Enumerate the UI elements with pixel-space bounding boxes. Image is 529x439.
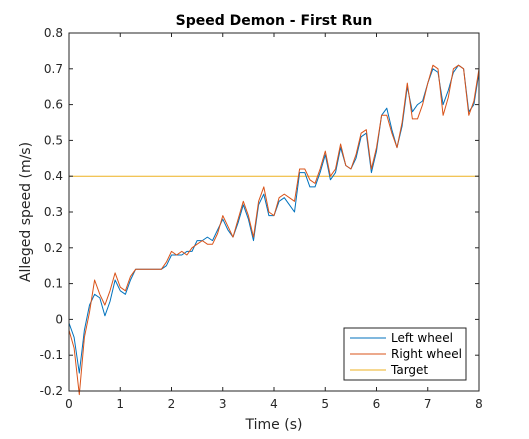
y-tick-label: 0.4 (44, 169, 63, 183)
tick-layer: 0 1 2 3 4 5 6 7 8 -0.2 -0.1 0 0.1 0.2 0.3 0.4 0.5 0.6 0.7 0… (40, 26, 483, 411)
x-tick-label: 4 (270, 397, 278, 411)
legend-label-left-wheel: Left wheel (391, 331, 453, 345)
legend-label-target: Target (390, 363, 428, 377)
x-tick-label: 1 (116, 397, 124, 411)
legend-entries: Left wheel Right wheel Target (350, 331, 462, 377)
x-tick-label: 7 (424, 397, 432, 411)
x-tick-label: 6 (373, 397, 381, 411)
legend-label-right-wheel: Right wheel (391, 347, 462, 361)
x-tick-label: 0 (65, 397, 73, 411)
x-tick-label: 2 (168, 397, 176, 411)
y-tick-label: 0 (55, 312, 63, 326)
y-tick-label: -0.1 (40, 348, 63, 362)
y-axis-label: Alleged speed (m/s) (18, 142, 34, 282)
y-tick-label: 0.1 (44, 277, 63, 291)
x-tick-label: 8 (475, 397, 483, 411)
series-line-right-wheel (68, 64, 480, 396)
y-tick-label: 0.5 (44, 133, 63, 147)
y-tick-label: 0.2 (44, 241, 63, 255)
y-tick-label: -0.2 (40, 384, 63, 398)
y-tick-label: 0.6 (44, 98, 63, 112)
chart-title: Speed Demon - First Run (176, 13, 373, 29)
x-axis-label: Time (s) (245, 417, 303, 433)
x-tick-label: 5 (321, 397, 329, 411)
series-layer (68, 64, 480, 396)
x-tick-label: 3 (219, 397, 227, 411)
y-tick-label: 0.7 (44, 62, 63, 76)
y-tick-label: 0.3 (44, 205, 63, 219)
y-tick-label: 0.8 (44, 26, 63, 40)
axes-box (68, 32, 480, 392)
legend: Left wheel Right wheel Target (343, 327, 467, 381)
